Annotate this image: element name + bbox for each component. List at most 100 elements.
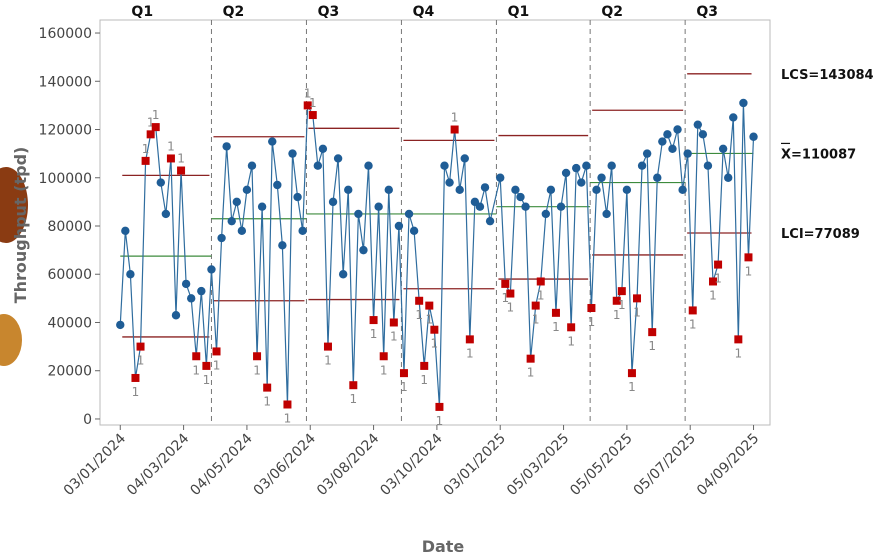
point bbox=[242, 185, 252, 195]
y-tick-label: 140000 bbox=[39, 74, 92, 90]
flag-label: 1 bbox=[709, 288, 717, 302]
flag-label: 1 bbox=[177, 152, 185, 166]
point bbox=[637, 161, 647, 170]
out-of-control-point bbox=[131, 373, 140, 382]
out-of-control-point bbox=[567, 323, 576, 332]
x-tick-label: 05/07/2025 bbox=[631, 431, 699, 499]
out-of-control-point bbox=[192, 352, 201, 361]
out-of-control-point bbox=[617, 287, 626, 296]
point bbox=[404, 209, 414, 219]
stage-label: Q1 bbox=[131, 4, 153, 20]
out-of-control-point bbox=[435, 402, 444, 411]
out-of-control-point bbox=[714, 260, 723, 269]
point bbox=[288, 149, 297, 158]
y-axis-title: Throughput (tpd) bbox=[11, 147, 30, 304]
flag-label: 1 bbox=[735, 346, 743, 360]
out-of-control-point bbox=[166, 154, 175, 163]
out-of-control-point bbox=[612, 296, 621, 305]
point bbox=[374, 202, 383, 211]
y-tick-label: 40000 bbox=[47, 315, 92, 331]
y-tick-label: 160000 bbox=[39, 26, 92, 42]
flag-label: 1 bbox=[567, 334, 575, 348]
point bbox=[739, 98, 748, 108]
point bbox=[384, 185, 393, 195]
flag-label: 1 bbox=[628, 380, 636, 394]
overlay-blob bbox=[0, 314, 22, 366]
out-of-control-point bbox=[734, 335, 743, 344]
out-of-control-point bbox=[531, 301, 540, 310]
out-of-control-point bbox=[506, 289, 515, 298]
flag-label: 1 bbox=[213, 358, 221, 372]
point bbox=[678, 185, 687, 195]
x-tick-label: 04/03/2024 bbox=[124, 430, 192, 498]
flag-label: 1 bbox=[132, 385, 140, 399]
flag-label: 1 bbox=[147, 115, 155, 129]
point bbox=[668, 144, 677, 154]
point bbox=[293, 192, 302, 202]
out-of-control-point bbox=[303, 101, 312, 110]
stage-label: Q1 bbox=[508, 4, 530, 20]
out-of-control-point bbox=[212, 347, 221, 356]
flag-label: 1 bbox=[370, 327, 378, 341]
flag-label: 1 bbox=[633, 305, 641, 319]
point bbox=[577, 178, 586, 187]
out-of-control-point bbox=[430, 325, 439, 334]
out-of-control-point bbox=[379, 352, 388, 361]
out-of-control-point bbox=[349, 381, 358, 390]
point bbox=[572, 163, 581, 173]
point bbox=[318, 144, 328, 154]
point bbox=[475, 202, 485, 211]
point bbox=[556, 202, 566, 211]
point bbox=[257, 202, 267, 211]
out-of-control-point bbox=[526, 354, 535, 363]
out-of-control-point bbox=[263, 383, 272, 392]
point bbox=[480, 183, 490, 192]
flag-label: 1 bbox=[425, 313, 433, 327]
flag-label: 1 bbox=[380, 363, 388, 377]
point bbox=[333, 154, 343, 163]
flag-label: 1 bbox=[552, 320, 560, 334]
out-of-control-point bbox=[648, 328, 657, 337]
point bbox=[328, 197, 338, 207]
overlay-blob bbox=[0, 167, 28, 243]
flag-label: 1 bbox=[309, 96, 317, 110]
x-tick-label: 05/03/2025 bbox=[504, 431, 572, 499]
x-tick-label: 05/05/2025 bbox=[567, 431, 635, 499]
x-tick-label: 03/06/2024 bbox=[251, 430, 319, 498]
flag-label: 1 bbox=[263, 395, 271, 409]
flag-label: 1 bbox=[142, 142, 150, 156]
point bbox=[561, 168, 571, 178]
limit-annotation: X=110087 bbox=[781, 147, 856, 162]
out-of-control-point bbox=[744, 253, 753, 262]
point bbox=[359, 245, 368, 255]
flag-label: 1 bbox=[618, 298, 626, 312]
point bbox=[724, 173, 733, 182]
out-of-control-point bbox=[136, 342, 145, 351]
point bbox=[698, 130, 708, 139]
point bbox=[313, 161, 323, 170]
flag-label: 1 bbox=[349, 392, 357, 406]
flag-label: 1 bbox=[415, 308, 423, 322]
limit-annotation: LCS=143084 bbox=[781, 68, 874, 83]
point bbox=[607, 161, 616, 170]
flag-label: 1 bbox=[501, 291, 509, 305]
point bbox=[217, 233, 226, 243]
point bbox=[718, 144, 728, 154]
point bbox=[653, 173, 662, 182]
x-tick-label: 04/09/2025 bbox=[694, 431, 762, 499]
point bbox=[511, 185, 520, 195]
point bbox=[409, 226, 419, 236]
out-of-control-point bbox=[536, 277, 545, 286]
point bbox=[121, 226, 130, 236]
point bbox=[455, 185, 464, 195]
flag-label: 1 bbox=[689, 317, 697, 331]
x-tick-label: 04/05/2024 bbox=[187, 430, 255, 498]
out-of-control-point bbox=[283, 400, 292, 409]
y-tick-label: 60000 bbox=[47, 267, 92, 283]
flag-label: 1 bbox=[451, 111, 459, 125]
point bbox=[161, 209, 171, 219]
point bbox=[622, 185, 632, 195]
stage-label: Q2 bbox=[601, 4, 623, 20]
point bbox=[344, 185, 353, 195]
point bbox=[181, 279, 191, 289]
